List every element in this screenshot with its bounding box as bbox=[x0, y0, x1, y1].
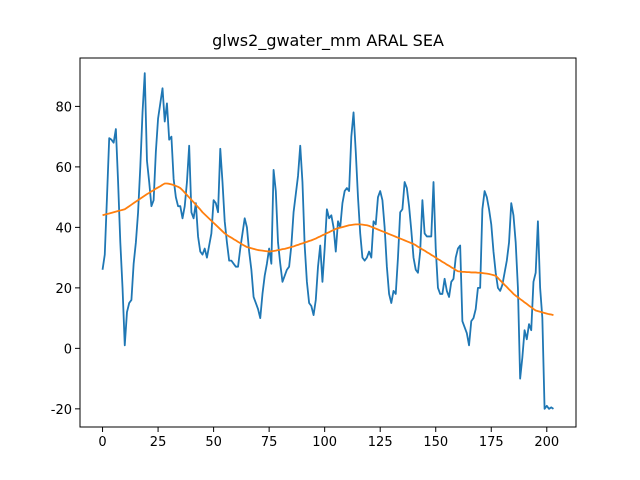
y-tick-label: -20 bbox=[51, 403, 72, 418]
x-tick-label: 175 bbox=[479, 435, 504, 450]
y-tick-label: 60 bbox=[55, 161, 72, 176]
y-tick-label: 0 bbox=[64, 342, 72, 357]
plot-frame bbox=[79, 57, 577, 428]
series-line bbox=[101, 72, 554, 410]
x-tick-label: 100 bbox=[312, 435, 337, 450]
y-tick-label: 20 bbox=[55, 282, 72, 297]
x-tick-label: 75 bbox=[261, 435, 278, 450]
x-tick-label: 200 bbox=[534, 435, 559, 450]
x-tick-label: 25 bbox=[150, 435, 167, 450]
chart-title: glws2_gwater_mm ARAL SEA bbox=[212, 31, 444, 51]
x-tick-label: 150 bbox=[423, 435, 448, 450]
x-tick-label: 0 bbox=[98, 435, 106, 450]
x-tick-label: 125 bbox=[368, 435, 393, 450]
y-tick-label: 40 bbox=[55, 221, 72, 236]
x-tick-label: 50 bbox=[205, 435, 222, 450]
y-tick-label: 80 bbox=[55, 100, 72, 115]
series-line bbox=[102, 182, 554, 316]
